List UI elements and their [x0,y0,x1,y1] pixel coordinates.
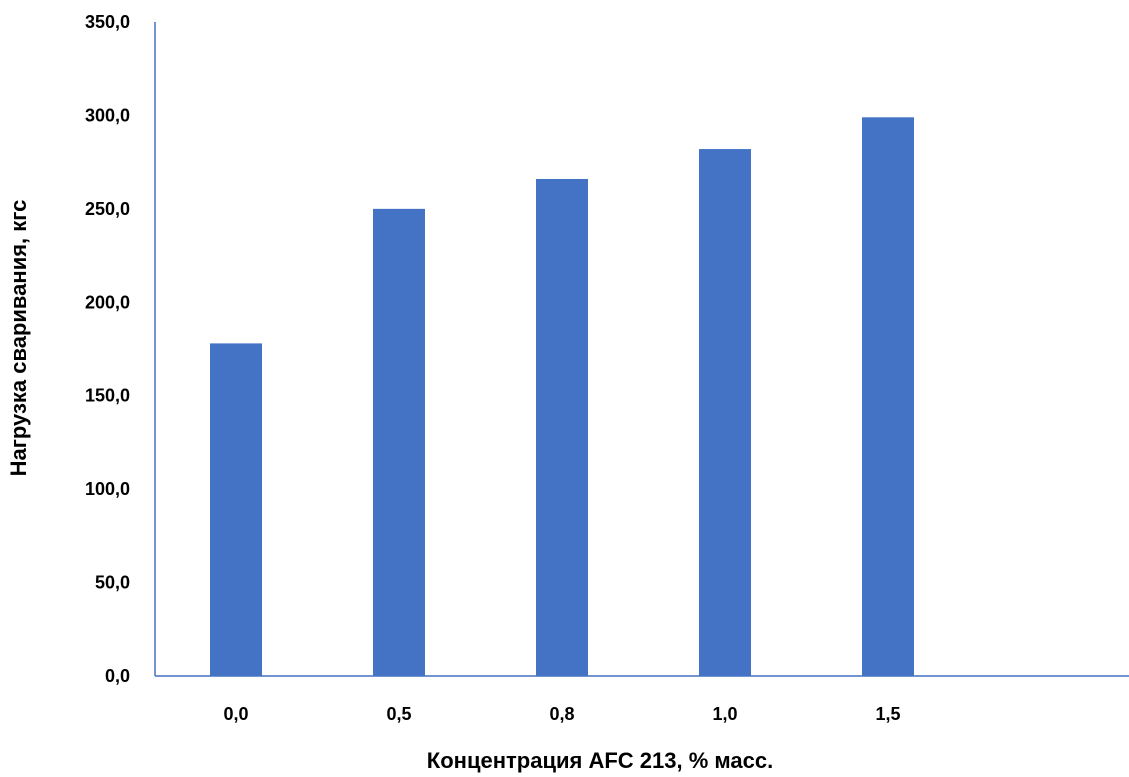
y-tick-labels: 0,0 50,0 100,0 150,0 200,0 250,0 300,0 350,0 [85,12,130,686]
x-tick-label: 0,8 [549,704,574,724]
bar-0-5 [373,208,425,676]
x-tick-label: 1,5 [875,704,900,724]
x-tick-label: 0,0 [223,704,248,724]
y-tick-label: 0,0 [105,666,130,686]
y-tick-label: 300,0 [85,105,130,125]
bar-1-0 [699,149,751,676]
x-tick-label: 0,5 [386,704,411,724]
bar-0-0 [210,343,262,676]
y-tick-label: 350,0 [85,12,130,32]
y-tick-label: 50,0 [95,573,130,593]
y-axis-title: Нагрузка сваривания, кгс [6,200,31,477]
x-tick-labels: 0,0 0,5 0,8 1,0 1,5 [223,704,900,724]
bar-1-5 [862,117,914,677]
bar-0-8 [536,178,588,676]
y-tick-label: 250,0 [85,199,130,219]
bar-group [210,117,914,677]
y-tick-label: 200,0 [85,292,130,312]
y-tick-label: 150,0 [85,386,130,406]
x-tick-label: 1,0 [712,704,737,724]
y-tick-label: 100,0 [85,479,130,499]
x-axis-title: Концентрация AFC 213, % масс. [427,748,773,773]
